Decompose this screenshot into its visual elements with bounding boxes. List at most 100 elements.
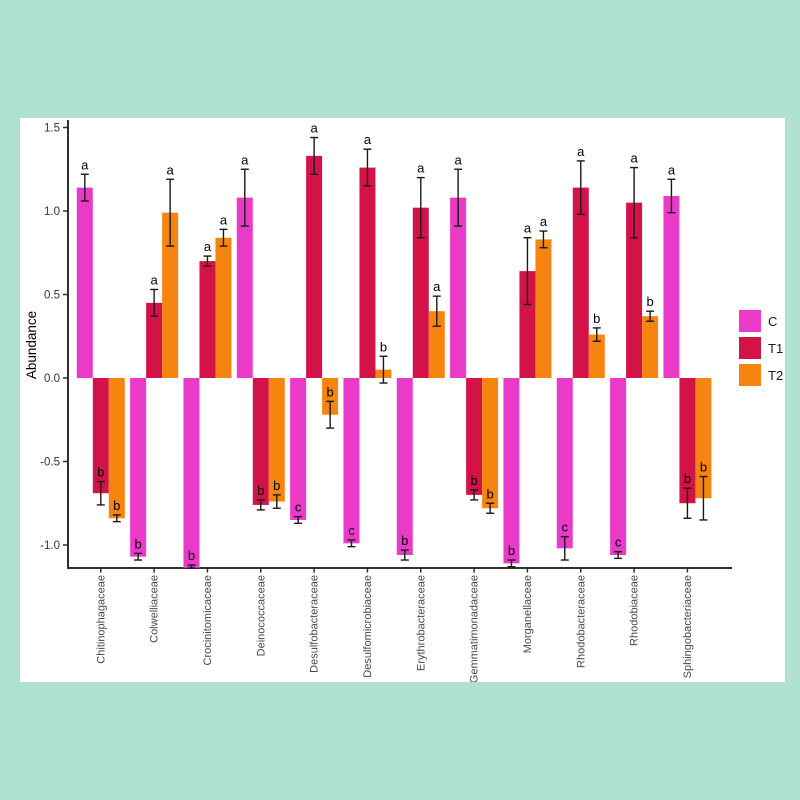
significance-letter: a xyxy=(524,221,532,236)
significance-letter: a xyxy=(151,272,159,287)
bar-t2-sphingobacteriaceae xyxy=(695,378,712,499)
x-tick-label: Sphingobacteriaceae xyxy=(682,575,694,678)
bar-t1-rhodobiaceae xyxy=(626,202,643,378)
y-tick-label: 0.0 xyxy=(44,373,60,385)
significance-letter: c xyxy=(295,500,302,515)
bar-c-erythrobacteraceae xyxy=(396,378,413,556)
x-tick-label: Rhodobiaceae xyxy=(629,575,641,646)
significance-letter: b xyxy=(684,471,691,486)
y-tick-label: 0.5 xyxy=(44,290,60,302)
significance-letter: a xyxy=(241,152,249,167)
bar-t2-rhodobiaceae xyxy=(642,316,659,378)
bar-t2-gemmatimonadaceae xyxy=(482,378,499,509)
bar-c-sphingobacteriaceae xyxy=(663,195,680,378)
bar-c-deinococcaceae xyxy=(236,197,253,378)
x-tick-label: Rhodobacteraceae xyxy=(575,575,587,668)
legend: C T1 T2 xyxy=(739,310,783,386)
bar-t2-erythrobacteraceae xyxy=(428,311,445,378)
significance-letter: a xyxy=(81,157,89,172)
significance-letter: b xyxy=(273,478,280,493)
y-tick-label: -1.0 xyxy=(40,540,60,552)
x-tick-label: Desulfobacteraceae xyxy=(309,575,321,673)
bar-t1-colwelliaceae xyxy=(146,302,163,378)
legend-label-c: C xyxy=(768,314,777,329)
significance-letter: b xyxy=(257,483,264,498)
significance-letter: b xyxy=(401,533,408,548)
bar-t1-sphingobacteriaceae xyxy=(679,378,696,504)
significance-letter: a xyxy=(433,279,441,294)
y-tick-label: -0.5 xyxy=(40,457,60,469)
significance-letter: b xyxy=(508,543,515,558)
bar-c-gemmatimonadaceae xyxy=(450,197,467,378)
y-tick-label: 1.5 xyxy=(44,123,60,135)
significance-letter: b xyxy=(97,465,104,480)
significance-letter: c xyxy=(348,523,355,538)
legend-label-t2: T2 xyxy=(768,368,783,383)
bar-t1-morganellaceae xyxy=(519,271,536,378)
bar-t1-chitinophagaceae xyxy=(92,378,109,494)
bar-c-chitinophagaceae xyxy=(76,187,93,378)
x-tick-label: Chitinophagaceae xyxy=(95,575,107,664)
bar-t2-morganellaceae xyxy=(535,239,552,378)
bar-c-crocinitomicaceae xyxy=(183,378,200,568)
significance-letter: a xyxy=(311,121,319,136)
bar-t2-chitinophagaceae xyxy=(108,378,125,519)
x-tick-label: Crocinitomicaceae xyxy=(202,575,214,665)
significance-letter: a xyxy=(540,214,548,229)
significance-letter: a xyxy=(577,144,585,159)
bar-c-desulfomicrobiaceae xyxy=(343,378,360,544)
figure-card: Abundance 1.5 1.0 0.5 0.0 -0.5 -1.0 Chitinopha… xyxy=(20,118,785,682)
bar-c-rhodobacteraceae xyxy=(556,378,573,549)
bar-t1-desulfomicrobiaceae xyxy=(359,167,376,378)
bar-c-rhodobiaceae xyxy=(610,378,627,556)
significance-letter: b xyxy=(113,498,120,513)
significance-letter: b xyxy=(646,294,653,309)
significance-letter: b xyxy=(486,486,493,501)
significance-letter: a xyxy=(364,132,372,147)
bar-t1-crocinitomicaceae xyxy=(199,261,216,378)
significance-letter: b xyxy=(380,339,387,354)
significance-letter: a xyxy=(417,161,425,176)
significance-letter: b xyxy=(135,536,142,551)
significance-letter: b xyxy=(593,311,600,326)
legend-label-t1: T1 xyxy=(768,341,783,356)
significance-letter: a xyxy=(668,162,676,177)
plot-area: 1.5 1.0 0.5 0.0 -0.5 -1.0 Chitinophagaceae Colw… xyxy=(40,120,732,682)
abundance-bar-chart: Abundance 1.5 1.0 0.5 0.0 -0.5 -1.0 Chitinopha… xyxy=(24,120,783,682)
y-tick-label: 1.0 xyxy=(44,206,60,218)
x-tick-label: Morganellaceae xyxy=(522,575,534,653)
legend-swatch-t2 xyxy=(739,364,761,386)
bar-t2-desulfobacteraceae xyxy=(322,378,339,415)
bar-c-morganellaceae xyxy=(503,378,520,564)
bar-t1-gemmatimonadaceae xyxy=(466,378,483,495)
significance-letter: b xyxy=(700,460,707,475)
significance-letter: b xyxy=(188,548,195,563)
legend-swatch-t1 xyxy=(739,337,761,359)
bar-t2-deinococcaceae xyxy=(268,378,285,502)
significance-letter: c xyxy=(615,535,622,550)
significance-letter: a xyxy=(220,212,228,227)
x-tick-label: Desulfomicrobiaceae xyxy=(362,575,374,678)
significance-letter: a xyxy=(630,151,638,166)
significance-letter: a xyxy=(167,162,175,177)
legend-swatch-c xyxy=(739,310,761,332)
bar-t2-colwelliaceae xyxy=(162,212,179,378)
significance-letter: a xyxy=(204,239,212,254)
bar-t1-desulfobacteraceae xyxy=(306,155,323,378)
x-tick-label: Gemmatimonadaceae xyxy=(469,575,481,682)
bar-c-desulfobacteraceae xyxy=(290,378,307,520)
x-tick-label: Colwelliaceae xyxy=(149,575,161,643)
x-tick-label: Erythrobacteraceae xyxy=(415,575,427,671)
bar-t1-deinococcaceae xyxy=(252,378,269,505)
significance-letter: c xyxy=(562,520,569,535)
bar-t2-rhodobacteraceae xyxy=(588,334,605,378)
bar-c-colwelliaceae xyxy=(130,378,147,557)
significance-letter: b xyxy=(327,384,334,399)
bar-t1-rhodobacteraceae xyxy=(572,187,589,378)
x-tick-label: Deinococcaceae xyxy=(255,575,267,656)
bar-t1-erythrobacteraceae xyxy=(412,207,429,378)
significance-letter: a xyxy=(454,152,462,167)
y-axis-title: Abundance xyxy=(24,311,39,379)
bar-t2-crocinitomicaceae xyxy=(215,237,232,378)
